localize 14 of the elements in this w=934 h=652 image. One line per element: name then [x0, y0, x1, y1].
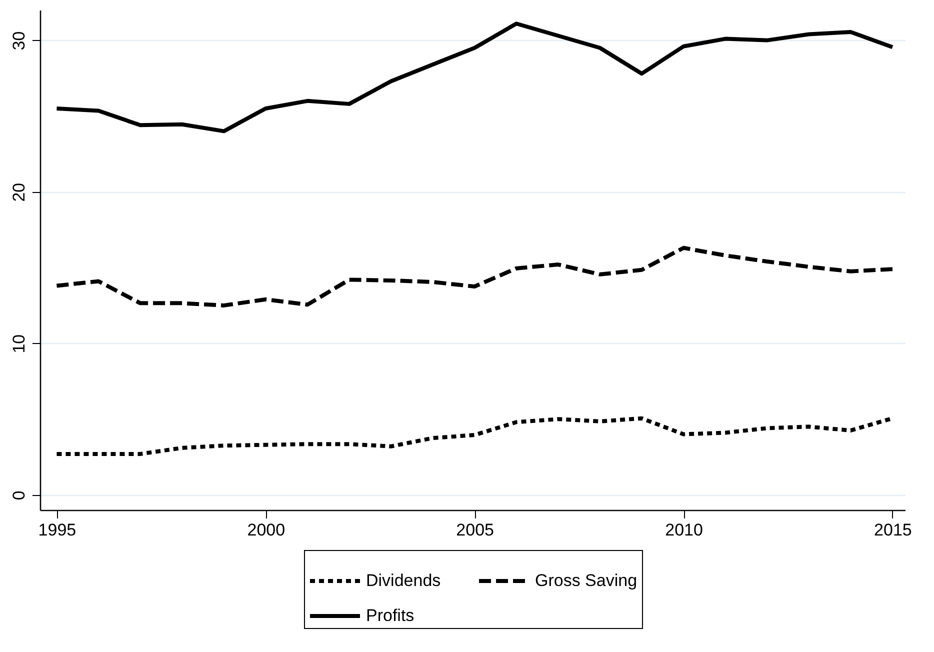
- legend-label: Profits: [366, 606, 414, 625]
- y-tick-label: 0: [10, 490, 28, 500]
- x-tick-label: 2015: [874, 520, 912, 540]
- x-tick-label: 2000: [247, 520, 286, 540]
- y-tick-label: 20: [10, 182, 28, 202]
- legend-label: Gross Saving: [535, 571, 638, 590]
- line-series: [54, 22, 894, 134]
- line-series: [54, 246, 894, 308]
- x-tick-label: 2005: [456, 520, 494, 540]
- x-tick-label: 2010: [665, 520, 703, 540]
- legend-label: Dividends: [366, 571, 441, 590]
- y-tick-label: 10: [10, 334, 28, 354]
- x-tick-label: 1995: [38, 520, 76, 540]
- y-tick-label: 30: [10, 31, 28, 50]
